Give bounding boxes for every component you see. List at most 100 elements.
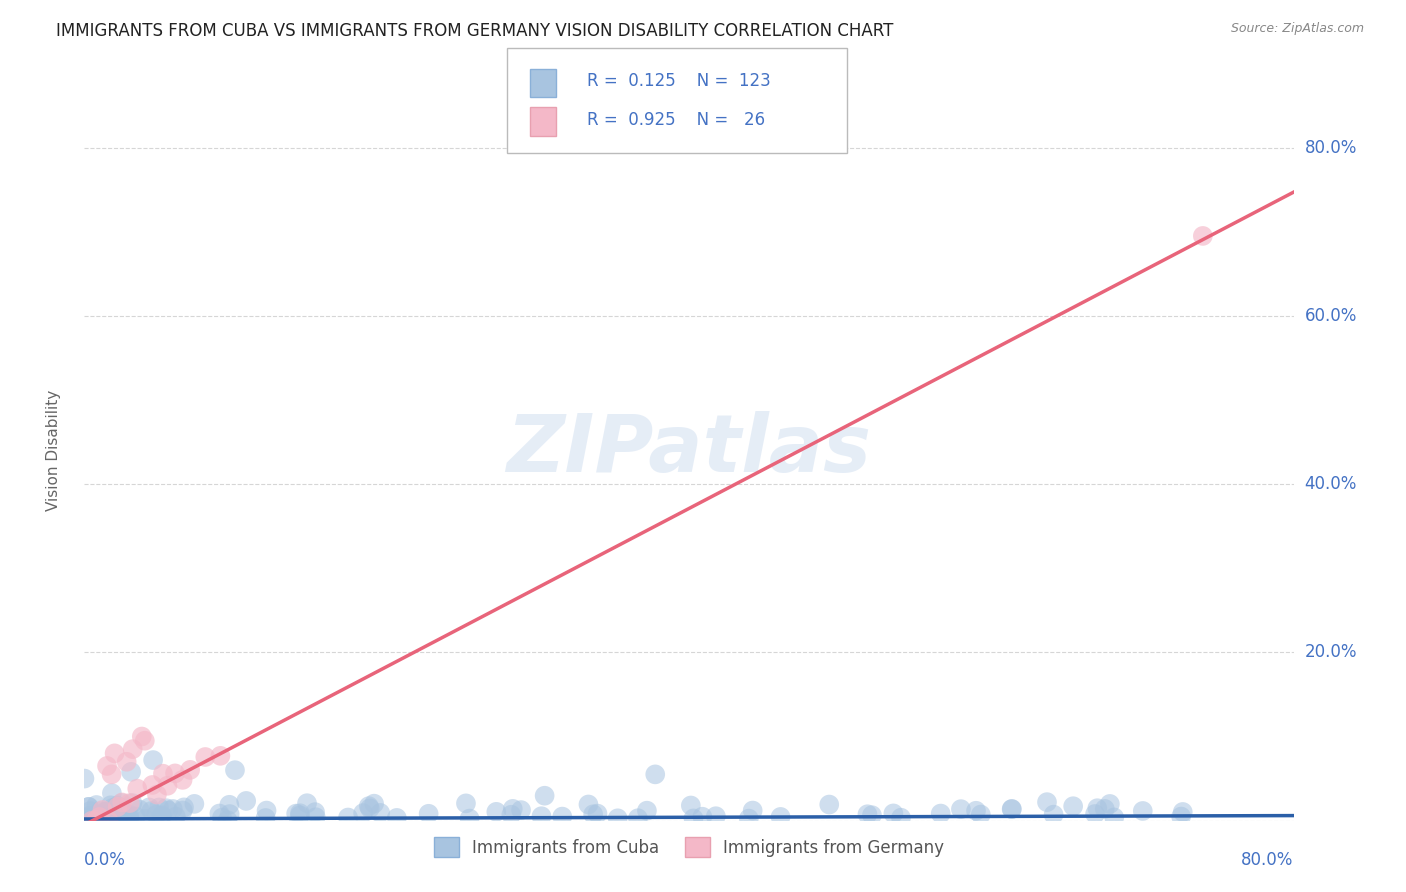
Point	[91, 805, 114, 820]
Point	[679, 798, 702, 813]
Point	[110, 801, 132, 815]
Text: 60.0%: 60.0%	[1305, 307, 1357, 325]
Point	[418, 806, 440, 821]
Point	[304, 805, 326, 819]
Point	[209, 748, 232, 763]
Point	[856, 807, 879, 822]
Point	[551, 809, 574, 823]
Text: 80.0%: 80.0%	[1241, 851, 1294, 869]
Point	[165, 809, 187, 823]
Point	[100, 767, 122, 781]
Point	[890, 811, 912, 825]
Point	[217, 814, 239, 828]
Point	[150, 809, 173, 823]
Point	[582, 807, 605, 822]
Point	[337, 810, 360, 824]
Point	[501, 807, 523, 822]
Point	[510, 803, 533, 817]
Point	[96, 805, 118, 819]
Point	[77, 800, 100, 814]
Point	[1084, 807, 1107, 822]
Point	[970, 807, 993, 822]
Point	[86, 797, 108, 812]
Point	[115, 755, 138, 769]
Point	[75, 811, 97, 825]
Point	[108, 813, 131, 827]
Point	[224, 763, 246, 777]
Point	[118, 807, 141, 822]
Point	[148, 800, 170, 814]
Point	[183, 797, 205, 811]
Y-axis label: Vision Disability: Vision Disability	[46, 390, 60, 511]
Point	[533, 789, 555, 803]
Point	[155, 801, 177, 815]
Point	[172, 772, 194, 787]
Point	[87, 812, 110, 826]
Point	[179, 763, 201, 777]
Point	[218, 797, 240, 812]
Point	[738, 812, 761, 826]
Point	[211, 811, 233, 825]
Point	[627, 811, 650, 825]
Point	[77, 809, 100, 823]
Point	[157, 804, 180, 818]
Point	[142, 753, 165, 767]
Point	[949, 802, 972, 816]
Point	[110, 796, 132, 810]
Point	[172, 804, 194, 818]
Point	[860, 808, 883, 822]
Point	[254, 811, 277, 825]
Point	[288, 806, 311, 821]
Point	[105, 804, 128, 818]
Point	[1001, 802, 1024, 816]
Point	[104, 747, 127, 761]
Text: 40.0%: 40.0%	[1305, 475, 1357, 493]
Point	[128, 803, 150, 817]
Point	[644, 767, 666, 781]
Text: R =  0.925    N =   26: R = 0.925 N = 26	[586, 111, 765, 128]
Point	[125, 809, 148, 823]
Text: R =  0.125    N =  123: R = 0.125 N = 123	[586, 72, 770, 90]
Point	[682, 812, 704, 826]
Point	[1132, 804, 1154, 818]
Point	[458, 812, 481, 826]
Point	[101, 807, 124, 822]
Point	[208, 806, 231, 821]
Point	[288, 808, 311, 822]
Point	[368, 805, 391, 820]
Point	[97, 814, 120, 828]
Legend: Immigrants from Cuba, Immigrants from Germany: Immigrants from Cuba, Immigrants from Ge…	[427, 830, 950, 864]
Point	[77, 800, 100, 814]
Point	[101, 786, 124, 800]
Point	[485, 805, 508, 819]
Point	[152, 766, 174, 780]
Point	[121, 796, 143, 810]
Point	[1085, 801, 1108, 815]
Point	[115, 811, 138, 825]
Point	[929, 806, 952, 821]
Point	[285, 806, 308, 821]
Point	[73, 772, 96, 786]
Point	[91, 803, 114, 817]
Point	[80, 814, 103, 828]
Point	[530, 809, 553, 823]
Point	[127, 781, 149, 796]
Point	[100, 798, 122, 813]
Point	[363, 797, 385, 811]
Point	[173, 800, 195, 814]
Point	[256, 804, 278, 818]
Point	[385, 811, 408, 825]
Point	[110, 812, 132, 826]
Point	[94, 805, 117, 819]
Point	[134, 812, 156, 826]
Point	[93, 809, 115, 823]
Point	[194, 750, 217, 764]
Point	[118, 813, 141, 827]
Point	[295, 796, 318, 810]
Point	[704, 809, 727, 823]
Point	[235, 794, 257, 808]
Point	[111, 796, 134, 810]
Point	[141, 804, 163, 818]
Point	[359, 801, 381, 815]
Point	[578, 797, 600, 812]
